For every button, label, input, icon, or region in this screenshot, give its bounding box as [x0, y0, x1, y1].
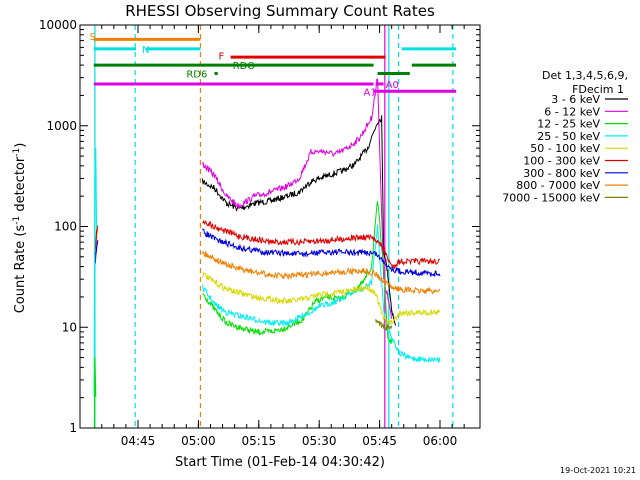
series-line-8 [201, 250, 441, 295]
y-axis-label-sup2: -1 [12, 148, 22, 157]
y-axis-ticks: 1 10 100 1000 10000 [39, 18, 480, 435]
x-axis-label: Start Time (01-Feb-14 04:30:42) [175, 455, 385, 470]
flag-label-s: S [90, 32, 96, 43]
x-tick-label: 05:30 [302, 434, 337, 448]
y-axis-label-main: Count Rate (s [13, 225, 28, 314]
x-tick-label: 05:45 [362, 434, 397, 448]
series-line-7 [202, 228, 441, 278]
early-segment-5 [93, 356, 97, 428]
series-line-9 [375, 319, 393, 331]
flag-label-a1: A1 [363, 87, 376, 98]
plot-area [93, 25, 454, 428]
legend-title-line-1: Det 1,3,4,5,6,9, [542, 69, 628, 82]
series-line-6 [202, 219, 441, 270]
flag-label-rdo: RDO [233, 61, 256, 72]
legend-label-2: 6 - 12 keV [544, 105, 600, 118]
legend-label-1: 3 - 6 keV [551, 93, 600, 106]
y-axis-label-end: ) [13, 143, 28, 148]
series-line-2 [201, 78, 393, 319]
flag-label-f: F [219, 51, 225, 62]
series-line-4 [201, 224, 441, 364]
legend-label-8: 800 - 7000 keV [516, 179, 600, 192]
y-tick-label: 10 [62, 320, 77, 334]
legend-label-9: 7000 - 15000 keV [502, 191, 600, 204]
flag-bars: S N F RDO RD6 A1 A0 [90, 32, 457, 98]
series-line-1 [201, 115, 397, 326]
flag-label-a0: A0 [386, 80, 399, 91]
y-tick-label: 100 [54, 220, 77, 234]
x-tick-label: 04:45 [121, 434, 156, 448]
x-tick-label: 05:00 [181, 434, 216, 448]
chart-title: RHESSI Observing Summary Count Rates [125, 2, 435, 20]
flag-label-n: N [142, 45, 149, 56]
y-axis-label-sup: -1 [12, 216, 22, 225]
y-tick-label: 1 [69, 421, 77, 435]
y-tick-label: 1000 [46, 119, 77, 133]
flag-label-rd6: RD6 [186, 70, 207, 81]
legend-label-4: 25 - 50 keV [537, 130, 600, 143]
x-tick-label: 05:15 [242, 434, 277, 448]
plot-frame [79, 24, 481, 429]
series-line-3 [202, 201, 393, 345]
early-segment-4 [93, 147, 98, 397]
legend-label-3: 12 - 25 keV [537, 118, 600, 131]
x-tick-label: 06:00 [423, 434, 458, 448]
early-segment-2 [93, 240, 99, 265]
y-tick-label: 10000 [39, 18, 77, 32]
series-line-5 [202, 271, 441, 326]
legend-title-line-2: FDecim 1 [572, 83, 624, 96]
x-axis-ticks: 04:45 05:00 05:15 05:30 05:45 06:00 [101, 25, 465, 448]
y-axis-label-tail: detector [13, 156, 28, 216]
legend-label-7: 300 - 800 keV [523, 167, 600, 180]
legend-label-5: 50 - 100 keV [530, 142, 600, 155]
legend-label-6: 100 - 300 keV [523, 155, 600, 168]
timestamp: 19-Oct-2021 10:21 [560, 466, 636, 475]
y-axis-label: Count Rate (s-1 detector-1) [12, 143, 28, 314]
